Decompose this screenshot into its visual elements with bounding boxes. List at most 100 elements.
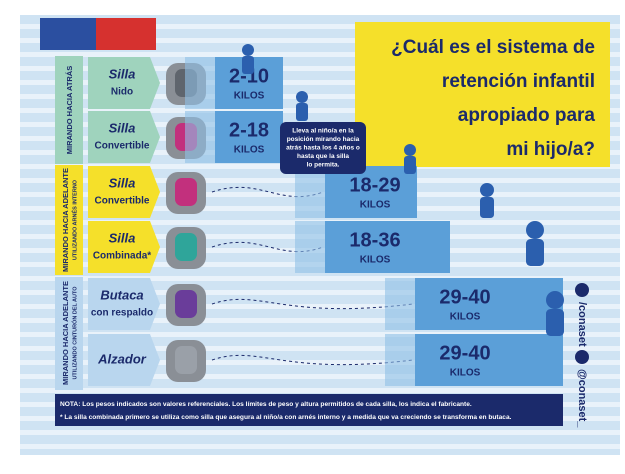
weight-range: 2-10 — [229, 65, 269, 87]
seat-name: Silla — [109, 66, 136, 81]
weight-box-fade — [295, 221, 325, 273]
weight-range: 29-40 — [439, 286, 490, 308]
child-silhouette-head — [296, 91, 308, 103]
twitter-icon — [575, 350, 589, 364]
stripe — [20, 304, 620, 309]
weight-box-fade — [185, 111, 215, 163]
child-silhouette-head — [404, 144, 416, 156]
weight-box-fade — [385, 278, 415, 330]
group-label: MIRANDO HACIA ADELANTE — [61, 281, 70, 385]
stripe — [20, 52, 620, 57]
note-bubble — [280, 122, 366, 174]
weight-range: 2-18 — [229, 119, 269, 141]
weight-range: 29-40 — [439, 342, 490, 364]
group-band — [55, 56, 83, 164]
group-sublabel: UTILIZANDO CINTURÓN DEL AUTO — [70, 286, 78, 380]
bubble-line: Lleva al niño/a en la — [292, 128, 354, 135]
child-silhouette-body — [296, 103, 308, 121]
group-label: MIRANDO HACIA ADELANTE — [61, 168, 70, 272]
child-silhouette-body — [480, 197, 494, 218]
weight-unit: KILOS — [450, 368, 481, 379]
stripe — [20, 38, 620, 43]
note: NOTA: Los pesos indicados son valores re… — [60, 401, 472, 408]
seat-name: Butaca — [100, 287, 143, 302]
child-silhouette-head — [480, 183, 494, 197]
weight-box — [415, 334, 563, 386]
weight-range: 18-36 — [349, 229, 400, 251]
seat-image-inner — [175, 178, 197, 206]
weight-box — [415, 278, 563, 330]
stripe — [20, 290, 620, 295]
seat-name: Alzador — [97, 351, 147, 366]
seat-type: Nido — [111, 87, 133, 98]
child-silhouette-head — [546, 291, 564, 309]
bubble-line: atrás hasta los 4 años o — [286, 145, 360, 152]
child-silhouette-body — [242, 56, 254, 74]
group-band — [55, 165, 83, 275]
seat-label-box — [88, 57, 160, 109]
title-line: ¿Cuál es el sistema de — [391, 37, 595, 58]
stripe — [20, 80, 620, 85]
title-line: apropiado para — [458, 105, 596, 126]
facebook-icon — [575, 283, 589, 297]
title-line: retención infantil — [442, 71, 595, 92]
seat-label-box — [88, 334, 160, 386]
seat-image-inner — [175, 290, 197, 318]
stripe — [20, 332, 620, 337]
group-label: MIRANDO HACIA ATRÁS — [65, 66, 74, 154]
facebook-handle: /conaset — [576, 302, 588, 347]
stripe — [20, 108, 620, 113]
stripe — [20, 24, 620, 29]
bubble-line: posición mirando hacia — [287, 136, 360, 143]
stripe — [20, 444, 620, 449]
seat-name: Silla — [109, 175, 136, 190]
weight-box — [325, 221, 450, 273]
seat-image-inner — [175, 346, 197, 374]
notes-bar — [55, 394, 563, 426]
weight-box — [215, 111, 283, 163]
weight-box — [325, 166, 417, 218]
seat-image-inner — [175, 233, 197, 261]
seat-type: con respaldo — [91, 308, 153, 319]
stripe — [20, 346, 620, 351]
seat-name: Silla — [109, 120, 136, 135]
stripe — [20, 360, 620, 365]
stripe — [20, 276, 620, 281]
stripe — [20, 374, 620, 379]
seat-name: Silla — [109, 230, 136, 245]
child-silhouette-body — [546, 309, 564, 336]
connector — [211, 354, 414, 366]
bubble-line: lo permita. — [307, 162, 340, 169]
stripe — [20, 94, 620, 99]
seat-type: Combinada* — [93, 251, 151, 262]
flag-blue — [40, 18, 96, 50]
rows: Silla Nido 2-10 KILOS Silla Convertible 2-18 KI… — [88, 57, 563, 386]
child-silhouette-head — [242, 44, 254, 56]
stripe — [20, 318, 620, 323]
weight-box-fade — [295, 166, 325, 218]
seat-label-box — [88, 111, 160, 163]
stripe — [20, 430, 620, 435]
connector — [211, 298, 414, 310]
title-box — [355, 22, 610, 167]
weight-box-fade — [185, 57, 215, 109]
weight-box-fade — [385, 334, 415, 386]
bubble-line: hasta que la silla — [297, 153, 349, 160]
weight-unit: KILOS — [360, 255, 391, 266]
weight-unit: KILOS — [360, 200, 391, 211]
child-silhouette-body — [526, 239, 544, 266]
note: * La silla combinada primero se utiliza … — [60, 414, 512, 421]
flag-red — [96, 18, 156, 50]
stripe — [20, 66, 620, 71]
weight-unit: KILOS — [450, 312, 481, 323]
stripe — [20, 388, 620, 393]
seat-label-box — [88, 278, 160, 330]
title-line: mi hijo/a? — [506, 139, 595, 160]
twitter-handle: @conaset_ — [576, 369, 588, 428]
group-band — [55, 277, 83, 390]
seat-type: Convertible — [94, 141, 149, 152]
group-sublabel: UTILIZANDO ARNÉS INTERNO — [70, 179, 78, 260]
child-silhouette-head — [526, 221, 544, 239]
weight-unit: KILOS — [234, 91, 265, 102]
